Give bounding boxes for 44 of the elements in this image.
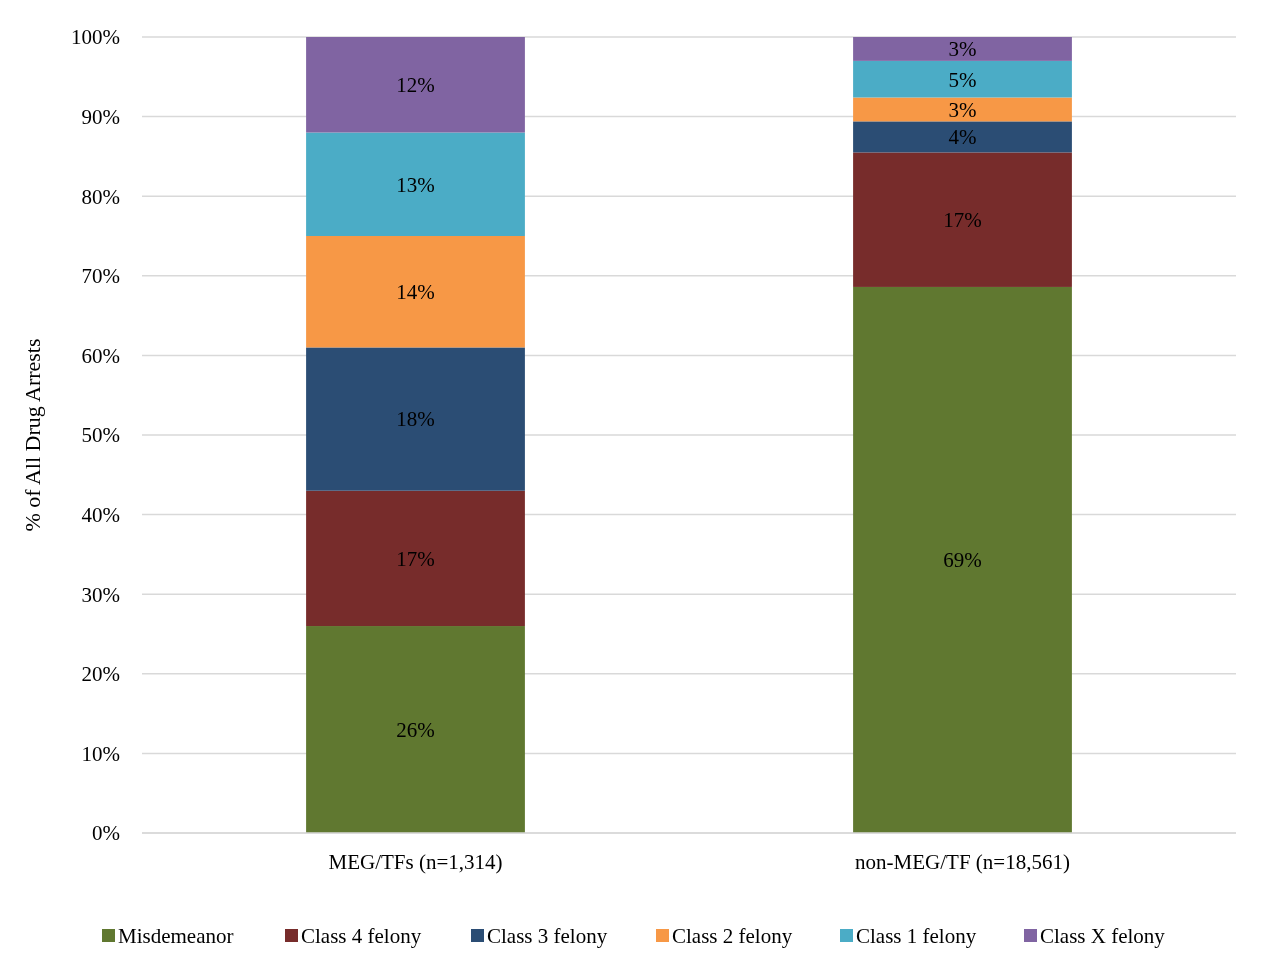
bar (306, 626, 525, 833)
bar (853, 60, 1072, 98)
bar (306, 490, 525, 627)
y-tick-label: 80% (81, 184, 120, 209)
y-tick-label: 30% (81, 582, 120, 607)
y-tick-label: 60% (81, 343, 120, 368)
data-label: 26% (396, 717, 435, 742)
legend-label: Class 2 felony (672, 924, 793, 949)
legend-label: Class 4 felony (301, 924, 422, 949)
bar (853, 37, 1072, 61)
y-tick-label: 40% (81, 502, 120, 527)
y-tick-label: 70% (81, 264, 120, 289)
data-label: 14% (396, 280, 435, 305)
y-tick-label: 10% (81, 741, 120, 766)
y-tick-label: 0% (92, 821, 120, 846)
bar (306, 37, 525, 133)
y-tick-label: 50% (81, 423, 120, 448)
bar (306, 347, 525, 491)
data-label: 18% (396, 407, 435, 432)
legend-label: Class 3 felony (487, 924, 608, 949)
data-label: 13% (396, 172, 435, 197)
x-tick-label: MEG/TFs (n=1,314) (328, 850, 503, 874)
data-label: 12% (396, 73, 435, 98)
data-label: 3% (948, 37, 977, 62)
data-label: 5% (948, 67, 977, 92)
y-axis-title: % of All Drug Arrests (20, 338, 45, 532)
bar (853, 97, 1072, 122)
legend-label: Class X felony (1040, 924, 1166, 949)
data-label: 17% (396, 546, 435, 571)
y-tick-label: 100% (71, 25, 120, 50)
y-tick-label: 90% (81, 104, 120, 129)
bar (853, 152, 1072, 287)
data-label: 17% (943, 208, 982, 233)
y-tick-label: 20% (81, 662, 120, 687)
data-label: 3% (948, 97, 977, 122)
data-label: 69% (943, 548, 982, 573)
x-tick-label: non-MEG/TF (n=18,561) (855, 850, 1070, 874)
bar (306, 132, 525, 236)
legend-label: Misdemeanor (118, 924, 234, 949)
data-label: 4% (948, 125, 977, 150)
bar (853, 286, 1072, 833)
bar (306, 236, 525, 348)
legend-label: Class 1 felony (856, 924, 977, 949)
bar (853, 121, 1072, 153)
